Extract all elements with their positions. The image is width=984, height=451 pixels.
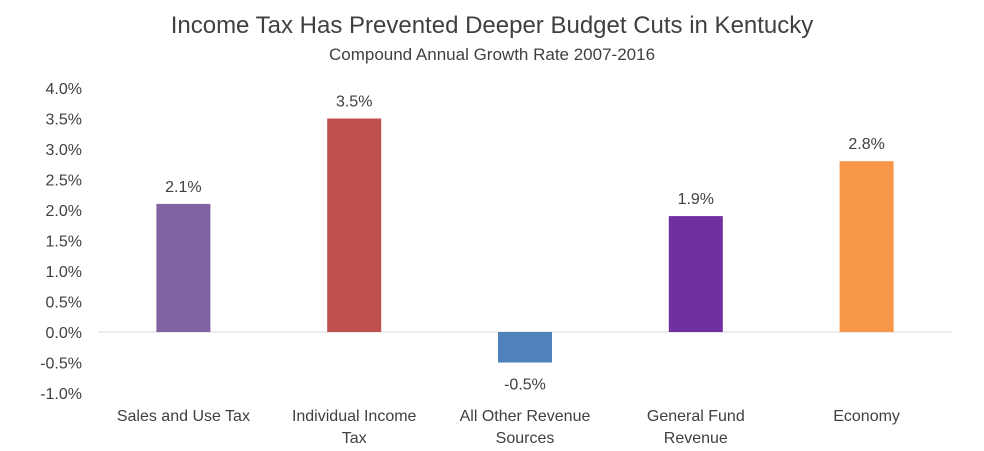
bar <box>156 203 211 332</box>
x-category-label: General Fund <box>647 408 745 425</box>
y-tick-label: 3.0% <box>46 142 82 159</box>
x-category-label: Tax <box>342 430 367 447</box>
chart-subtitle: Compound Annual Growth Rate 2007-2016 <box>328 45 656 64</box>
y-tick-label: 4.0% <box>46 81 82 98</box>
data-label: -0.5% <box>504 377 546 394</box>
y-tick-label: -1.0% <box>40 386 82 403</box>
y-tick-label: 1.5% <box>46 234 82 251</box>
x-category-label: Individual Income <box>292 408 417 425</box>
bar <box>668 216 723 332</box>
y-tick-label: 0.5% <box>46 295 82 312</box>
chart-title: Income Tax Has Prevented Deeper Budget C… <box>170 12 814 39</box>
bar <box>327 118 382 332</box>
x-category-label: Revenue <box>664 430 728 447</box>
data-label: 2.8% <box>848 136 884 153</box>
bar <box>839 161 894 332</box>
y-tick-label: 2.5% <box>46 173 82 190</box>
bar <box>498 332 552 363</box>
data-label: 1.9% <box>678 191 714 208</box>
y-tick-label: 2.0% <box>46 203 82 220</box>
x-category-label: All Other Revenue <box>460 408 591 425</box>
y-tick-label: 1.0% <box>46 264 82 281</box>
y-tick-label: 0.0% <box>46 325 82 342</box>
x-category-label: Sources <box>496 430 555 447</box>
x-category-label: Sales and Use Tax <box>117 408 250 425</box>
y-tick-label: 3.5% <box>46 112 82 129</box>
data-label: 3.5% <box>336 94 372 111</box>
y-tick-label: -0.5% <box>40 356 82 373</box>
x-category-label: Economy <box>833 408 900 425</box>
data-label: 2.1% <box>165 179 201 196</box>
